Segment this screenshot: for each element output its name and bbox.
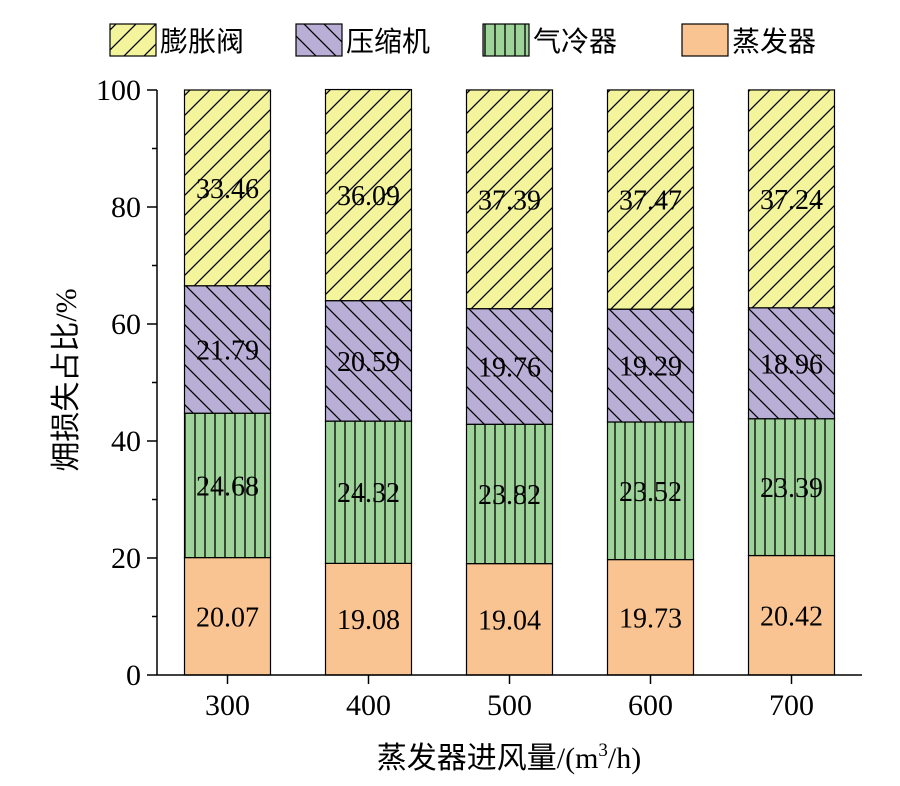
bar-hatch-400-s3 [325, 89, 412, 301]
data-label-600-s0: 19.73 [619, 603, 682, 634]
bar-outline-400-s3 [324, 88, 413, 302]
x-tick-label-700: 700 [769, 689, 814, 722]
plot-area: 20.07 24.68 21.79 33.46 19.08 24.32 20.59 36.09… [183, 88, 836, 676]
bar-hatch-300-s3 [184, 90, 271, 286]
data-label-700-s0: 20.42 [760, 601, 823, 632]
data-label-500-s3: 37.39 [478, 185, 541, 216]
y-tick-label-100: 100 [96, 74, 141, 107]
data-label-500-s1: 23.82 [478, 480, 541, 511]
bar-hatch-400-s2 [325, 300, 412, 422]
y-axis-title: 㶲损失占比/% [50, 288, 83, 471]
y-tick-label-60: 60 [111, 308, 141, 341]
data-label-600-s3: 37.47 [619, 186, 682, 217]
data-label-600-s2: 19.29 [619, 352, 682, 383]
bar-hatch-700-s1 [748, 418, 835, 556]
x-axis-title: 蒸发器进风量/(m3/h) [377, 740, 642, 775]
bar-hatch-500-s1 [466, 424, 553, 564]
bar-segment-300-s0 [184, 557, 271, 675]
y-tick-label-40: 40 [111, 425, 141, 458]
legend-swatch-3 [682, 24, 728, 56]
legend-swatch-outline-2 [482, 23, 530, 57]
x-axis-title-main: 蒸发器进风量/(m [377, 742, 599, 775]
data-label-300-s2: 21.79 [196, 335, 259, 366]
y-tick-label-0: 0 [126, 659, 141, 692]
x-axis-title-superscript: 3 [598, 740, 608, 761]
bar-outline-600-s3 [606, 89, 695, 310]
data-label-400-s3: 36.09 [337, 181, 400, 212]
legend-label-3: 蒸发器 [732, 26, 816, 58]
legend-label-2: 气冷器 [533, 26, 617, 58]
legend-swatch-hatch-0 [110, 24, 156, 56]
x-tick-label-400: 400 [346, 689, 391, 722]
bar-hatch-600-s2 [607, 309, 694, 422]
bar-hatch-500-s2 [466, 308, 553, 425]
bar-hatch-400-s1 [325, 421, 412, 564]
legend-swatch-hatch-1 [296, 24, 342, 56]
y-tick-label-80: 80 [111, 191, 141, 224]
legend-swatch-outline-0 [109, 23, 157, 57]
bar-hatch-600-s3 [607, 89, 694, 310]
bar-segment-600-s0 [607, 559, 694, 675]
bar-outline-700-s3 [747, 89, 836, 309]
data-label-400-s1: 24.32 [337, 478, 400, 509]
bar-segment-700-s0 [748, 555, 835, 675]
data-label-700-s3: 37.24 [760, 185, 823, 216]
bar-segment-500-s0 [466, 563, 553, 675]
x-tick-label-600: 600 [628, 689, 673, 722]
data-label-300-s0: 20.07 [196, 602, 259, 633]
data-label-500-s0: 19.04 [478, 605, 541, 636]
data-label-300-s1: 24.68 [196, 471, 259, 502]
bar-outline-500-s3 [465, 89, 554, 310]
legend-label-1: 压缩机 [346, 26, 430, 58]
legend-label-0: 膨胀阀 [160, 26, 244, 58]
x-axis: 300 400 500 600 700 [157, 674, 862, 722]
y-axis: 0 20 40 60 80 100 [96, 74, 158, 692]
data-label-300-s3: 33.46 [196, 174, 259, 205]
bar-hatch-600-s1 [607, 421, 694, 560]
data-label-500-s2: 19.76 [478, 352, 541, 383]
bar-outline-300-s3 [183, 89, 272, 287]
bar-hatch-700-s2 [748, 307, 835, 419]
data-label-700-s2: 18.96 [760, 349, 823, 380]
legend-swatch-outline-3 [681, 23, 729, 57]
bar-hatch-300-s2 [184, 285, 271, 414]
data-label-700-s1: 23.39 [760, 473, 823, 504]
legend-swatch-hatch-2 [483, 24, 529, 56]
legend-swatch-outline-1 [295, 23, 343, 57]
data-label-600-s1: 23.52 [619, 477, 682, 508]
legend: 膨胀阀 压缩机 气冷器 蒸发器 [109, 23, 816, 58]
y-tick-label-20: 20 [111, 542, 141, 575]
x-tick-label-300: 300 [205, 689, 250, 722]
bar-hatch-500-s3 [466, 89, 553, 309]
bar-segment-400-s0 [325, 563, 412, 675]
x-tick-label-500: 500 [487, 689, 532, 722]
bar-hatch-300-s1 [184, 413, 271, 558]
x-axis-title-unit: /h) [608, 742, 641, 775]
bar-hatch-700-s3 [748, 89, 835, 308]
data-label-400-s0: 19.08 [337, 605, 400, 636]
data-label-400-s2: 20.59 [337, 347, 400, 378]
